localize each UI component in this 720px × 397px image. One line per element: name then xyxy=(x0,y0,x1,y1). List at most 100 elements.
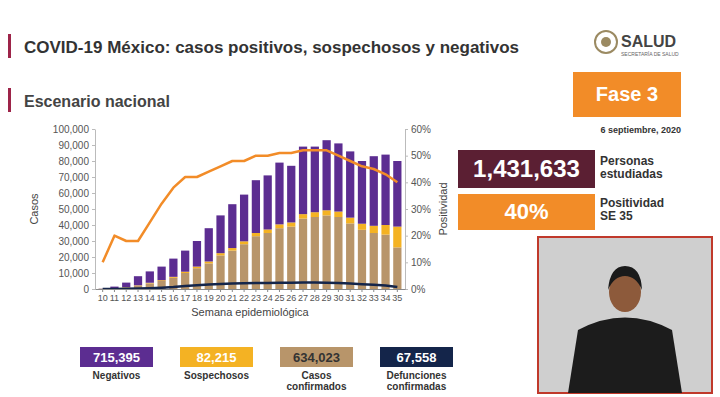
accent-bar xyxy=(8,34,11,58)
tick-mark xyxy=(385,289,386,292)
tick-label: 60,000 xyxy=(58,188,89,199)
tick-mark xyxy=(267,289,268,292)
bar xyxy=(370,233,378,289)
x-tick: 25 xyxy=(274,289,284,303)
tick-mark xyxy=(126,289,127,292)
tick-label: 29 xyxy=(322,293,332,303)
tick-mark xyxy=(92,193,95,194)
x-tick: 22 xyxy=(239,289,249,303)
x-tick: 11 xyxy=(110,289,119,303)
tick-label: 27 xyxy=(298,293,308,303)
legend-label: Negativos xyxy=(76,370,157,381)
tick-mark xyxy=(314,289,315,292)
positivity-value: 40% xyxy=(458,194,595,230)
tick-label: 33 xyxy=(369,293,379,303)
studied-value: 1,431,633 xyxy=(458,150,595,188)
tick-mark xyxy=(220,289,221,292)
axis-line xyxy=(95,130,96,290)
x-tick: 17 xyxy=(180,289,190,303)
tick-mark xyxy=(405,156,408,157)
bar xyxy=(287,227,295,289)
bar xyxy=(299,147,307,215)
tick-label: 16 xyxy=(168,293,178,303)
bar xyxy=(275,228,283,289)
bar xyxy=(264,175,272,229)
tick-mark xyxy=(92,273,95,274)
title: COVID-19 México: casos positivos, sospec… xyxy=(24,38,519,57)
video-inset xyxy=(538,237,712,393)
tick-mark xyxy=(92,289,95,290)
bar xyxy=(381,225,389,235)
y-tick: 50,000 xyxy=(58,204,95,215)
plot-area xyxy=(99,140,402,289)
y-tick: 10,000 xyxy=(58,268,95,279)
bar xyxy=(252,233,260,236)
tick-label: 13 xyxy=(133,293,143,303)
x-tick: 16 xyxy=(168,289,178,303)
bar xyxy=(346,218,354,224)
x-tick: 15 xyxy=(157,289,167,303)
tick-label: 11 xyxy=(110,293,119,303)
phase-badge: Fase 3 xyxy=(573,72,681,117)
bar xyxy=(322,215,330,289)
tick-label: 12 xyxy=(121,293,131,303)
tick-mark xyxy=(92,177,95,178)
bar xyxy=(334,217,342,289)
x-tick: 18 xyxy=(192,289,202,303)
bar xyxy=(393,161,401,227)
y2-tick: 60% xyxy=(405,124,431,135)
tick-label: 70,000 xyxy=(58,172,89,183)
tick-mark xyxy=(232,289,233,292)
y-axis-title: Casos xyxy=(28,193,40,225)
tick-mark xyxy=(92,145,95,146)
bar xyxy=(122,283,130,287)
bar xyxy=(311,217,319,289)
tick-label: 20 xyxy=(216,293,226,303)
x-tick: 10 xyxy=(98,289,108,303)
bar xyxy=(157,267,165,281)
tick-mark xyxy=(92,225,95,226)
x-tick: 34 xyxy=(381,289,391,303)
line xyxy=(103,283,398,289)
tick-mark xyxy=(114,289,115,292)
bar xyxy=(181,251,189,272)
x-tick: 27 xyxy=(298,289,308,303)
tick-label: 15 xyxy=(157,293,167,303)
tick-label: 50,000 xyxy=(58,204,89,215)
y2-tick: 10% xyxy=(405,257,431,268)
subtitle: Escenario nacional xyxy=(24,93,170,110)
tick-label: 20% xyxy=(411,230,431,241)
x-tick: 33 xyxy=(369,289,379,303)
bar xyxy=(370,156,378,226)
x-tick: 32 xyxy=(357,289,367,303)
x-tick: 26 xyxy=(286,289,296,303)
bar xyxy=(275,163,283,225)
y2-tick: 20% xyxy=(405,230,431,241)
tick-mark xyxy=(255,289,256,292)
bar xyxy=(264,233,272,289)
bar xyxy=(299,219,307,289)
bar xyxy=(240,195,248,242)
tick-mark xyxy=(405,236,408,237)
tick-label: 14 xyxy=(145,293,155,303)
bar xyxy=(393,247,401,289)
tick-label: 20,000 xyxy=(58,252,89,263)
bar xyxy=(252,236,260,289)
bar xyxy=(370,226,378,233)
bar xyxy=(216,215,224,253)
tick-label: 90,000 xyxy=(58,140,89,151)
bar xyxy=(205,228,213,261)
bar xyxy=(311,212,319,217)
tick-mark xyxy=(338,289,339,292)
x-tick: 28 xyxy=(310,289,320,303)
tick-label: 28 xyxy=(310,293,320,303)
tick-label: 19 xyxy=(204,293,214,303)
logo-text: SALUD xyxy=(621,33,676,50)
x-tick: 12 xyxy=(121,289,131,303)
tick-label: 0% xyxy=(411,284,426,295)
tick-mark xyxy=(244,289,245,292)
tick-mark xyxy=(326,289,327,292)
y2-tick: 40% xyxy=(405,177,431,188)
tick-label: 23 xyxy=(251,293,261,303)
tick-mark xyxy=(173,289,174,292)
